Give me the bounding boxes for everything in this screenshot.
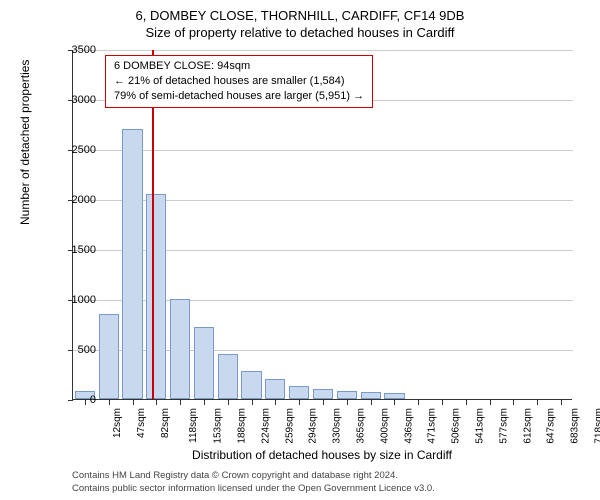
xtick-mark (133, 400, 134, 405)
xtick-mark (466, 400, 467, 405)
xtick-mark (252, 400, 253, 405)
annotation-line2: ← 21% of detached houses are smaller (1,… (114, 74, 364, 89)
xtick-mark (561, 400, 562, 405)
ytick-label: 2500 (72, 144, 96, 156)
xtick-label: 330sqm (332, 408, 343, 444)
xtick-mark (323, 400, 324, 405)
ytick-mark (68, 400, 73, 401)
bar (337, 391, 357, 399)
xtick-label: 577sqm (498, 408, 509, 444)
footer-line1: Contains HM Land Registry data © Crown c… (72, 470, 435, 482)
bar (361, 392, 381, 399)
xtick-label: 471sqm (427, 408, 438, 444)
bar (313, 389, 333, 399)
xtick-label: 365sqm (356, 408, 367, 444)
bar (384, 393, 404, 399)
chart-container: 6, DOMBEY CLOSE, THORNHILL, CARDIFF, CF1… (0, 0, 600, 500)
xtick-mark (275, 400, 276, 405)
bar (241, 371, 261, 399)
footer-line2: Contains public sector information licen… (72, 483, 435, 495)
ytick-label: 500 (78, 344, 96, 356)
bar (265, 379, 285, 399)
xtick-label: 506sqm (451, 408, 462, 444)
chart-subtitle: Size of property relative to detached ho… (0, 23, 600, 40)
xtick-mark (109, 400, 110, 405)
ytick-label: 3500 (72, 44, 96, 56)
xtick-label: 683sqm (570, 408, 581, 444)
xtick-label: 188sqm (237, 408, 248, 444)
xtick-mark (180, 400, 181, 405)
xtick-label: 224sqm (260, 408, 271, 444)
xtick-mark (418, 400, 419, 405)
ytick-mark (68, 350, 73, 351)
xtick-label: 294sqm (308, 408, 319, 444)
xtick-label: 259sqm (284, 408, 295, 444)
bar (170, 299, 190, 399)
xtick-mark (299, 400, 300, 405)
xtick-label: 718sqm (594, 408, 600, 444)
bar (194, 327, 214, 399)
footer-attribution: Contains HM Land Registry data © Crown c… (72, 470, 435, 495)
xtick-mark (537, 400, 538, 405)
y-axis-label: Number of detached properties (18, 60, 32, 225)
grid-line (73, 50, 573, 51)
xtick-label: 12sqm (112, 408, 123, 438)
xtick-label: 400sqm (379, 408, 390, 444)
xtick-label: 118sqm (188, 408, 199, 443)
xtick-mark (204, 400, 205, 405)
bar (99, 314, 119, 399)
grid-line (73, 150, 573, 151)
bar (218, 354, 238, 399)
ytick-label: 2000 (72, 194, 96, 206)
bar (146, 194, 166, 399)
xtick-label: 436sqm (403, 408, 414, 444)
ytick-label: 1500 (72, 244, 96, 256)
bar (289, 386, 309, 399)
xtick-mark (85, 400, 86, 405)
xtick-mark (228, 400, 229, 405)
xtick-mark (371, 400, 372, 405)
xtick-mark (394, 400, 395, 405)
xtick-label: 647sqm (546, 408, 557, 444)
xtick-mark (490, 400, 491, 405)
ytick-label: 3000 (72, 94, 96, 106)
bar (122, 129, 142, 399)
ytick-label: 0 (90, 394, 96, 406)
xtick-mark (442, 400, 443, 405)
annotation-box: 6 DOMBEY CLOSE: 94sqm ← 21% of detached … (105, 55, 373, 108)
xtick-mark (513, 400, 514, 405)
annotation-line1: 6 DOMBEY CLOSE: 94sqm (114, 59, 364, 74)
xtick-mark (156, 400, 157, 405)
xtick-label: 153sqm (213, 408, 224, 444)
xtick-mark (347, 400, 348, 405)
annotation-line3: 79% of semi-detached houses are larger (… (114, 89, 364, 104)
x-axis-label: Distribution of detached houses by size … (72, 448, 572, 462)
xtick-label: 82sqm (160, 408, 171, 438)
xtick-label: 47sqm (136, 408, 147, 438)
ytick-label: 1000 (72, 294, 96, 306)
chart-title-address: 6, DOMBEY CLOSE, THORNHILL, CARDIFF, CF1… (0, 0, 600, 23)
xtick-label: 541sqm (475, 408, 486, 444)
xtick-label: 612sqm (522, 408, 533, 444)
